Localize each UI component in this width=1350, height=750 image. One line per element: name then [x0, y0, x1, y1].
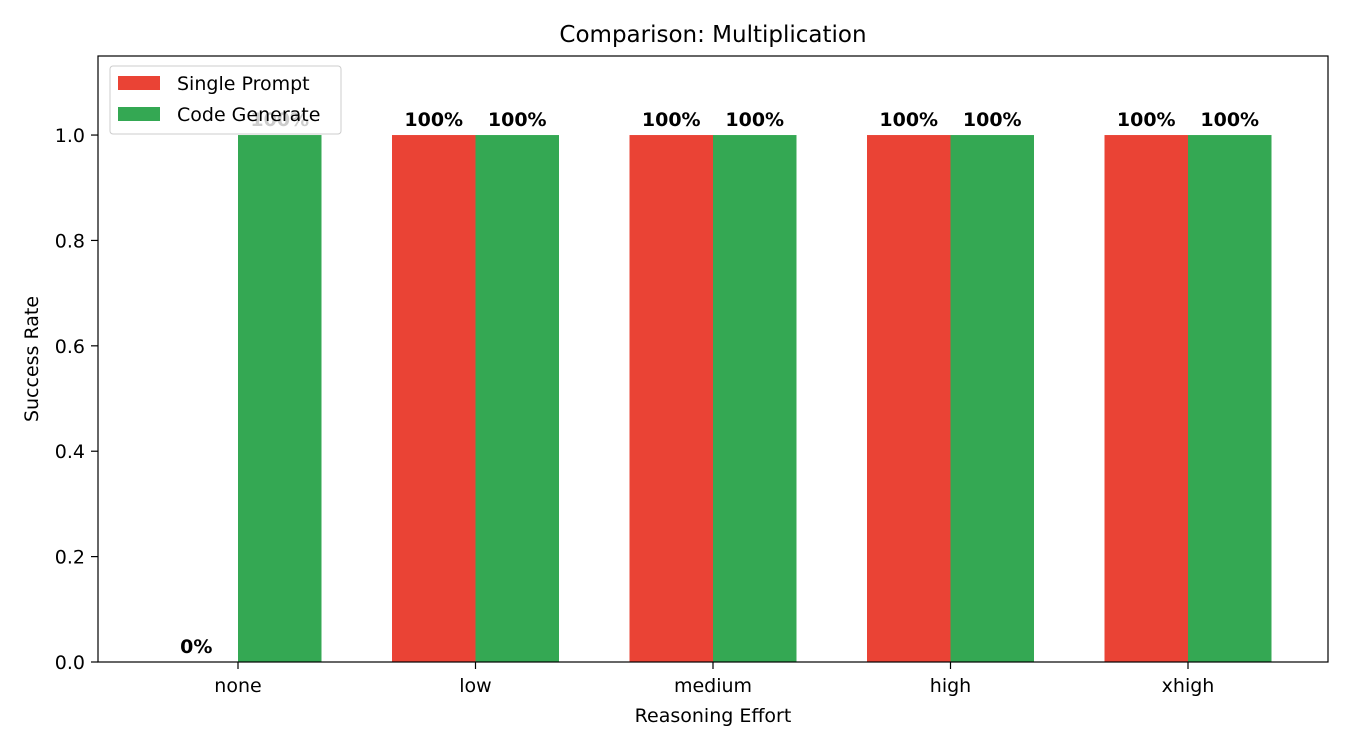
bar-single-prompt-xhigh — [1104, 135, 1188, 663]
bar-single-prompt-medium — [629, 135, 713, 663]
x-tick-label-none: none — [214, 675, 261, 697]
bar-code-generate-none — [238, 135, 322, 663]
x-tick-label-high: high — [930, 675, 971, 697]
legend-label-single-prompt: Single Prompt — [177, 73, 310, 95]
y-axis-label: Success Rate — [21, 296, 43, 422]
y-tick-label-1-0: 1.0 — [55, 125, 85, 147]
y-tick-label-0-2: 0.2 — [55, 547, 85, 569]
x-tick-label-low: low — [459, 675, 491, 697]
bar-label-code-generate-low: 100% — [488, 109, 547, 131]
bar-code-generate-xhigh — [1188, 135, 1272, 663]
y-tick-label-0-0: 0.0 — [55, 652, 85, 674]
bar-single-prompt-low — [392, 135, 476, 663]
y-tick-label-0-6: 0.6 — [55, 336, 85, 358]
bar-code-generate-low — [475, 135, 559, 663]
bar-code-generate-high — [950, 135, 1034, 663]
bar-single-prompt-high — [867, 135, 951, 663]
legend-box — [109, 65, 342, 135]
bar-code-generate-medium — [713, 135, 797, 663]
bar-label-single-prompt-none: 0% — [180, 636, 212, 658]
x-axis-label: Reasoning Effort — [635, 705, 792, 727]
x-tick-label-medium: medium — [674, 675, 752, 697]
bar-label-code-generate-medium: 100% — [725, 109, 784, 131]
bars-layer — [238, 135, 1272, 663]
legend-swatch-single-prompt — [118, 76, 160, 90]
legend-swatch-code-generate — [118, 107, 160, 121]
chart-title: Comparison: Multiplication — [559, 22, 866, 48]
bar-label-single-prompt-low: 100% — [404, 109, 463, 131]
bar-label-single-prompt-high: 100% — [879, 109, 938, 131]
y-axis: 0.0 0.2 0.4 0.6 0.8 1.0 — [55, 125, 98, 674]
x-tick-label-xhigh: xhigh — [1162, 675, 1215, 697]
bar-label-single-prompt-medium: 100% — [642, 109, 701, 131]
bar-label-code-generate-high: 100% — [963, 109, 1022, 131]
bar-label-code-generate-xhigh: 100% — [1200, 109, 1259, 131]
legend: Single Prompt Code Generate — [109, 65, 342, 135]
x-axis: none low medium high xhigh — [214, 662, 1214, 697]
bar-label-single-prompt-xhigh: 100% — [1117, 109, 1176, 131]
y-tick-label-0-4: 0.4 — [55, 441, 85, 463]
y-tick-label-0-8: 0.8 — [55, 230, 85, 252]
legend-label-code-generate: Code Generate — [177, 104, 320, 126]
